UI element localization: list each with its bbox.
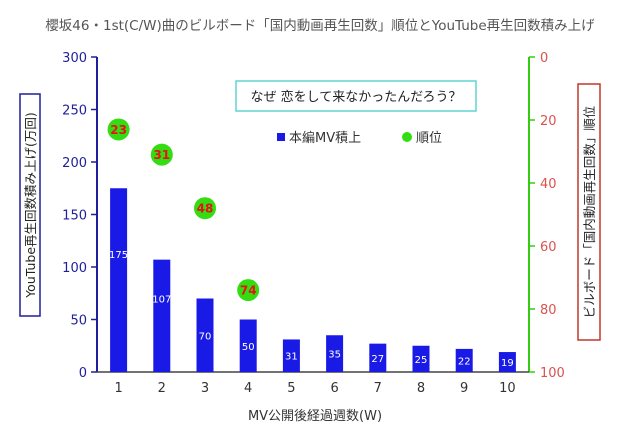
legend-bar-swatch [277, 133, 285, 141]
rank-point-label: 48 [197, 202, 214, 216]
bar-value-label: 27 [371, 354, 384, 365]
right-tick-label: 100 [540, 366, 565, 381]
right-axis: 0 20 40 60 80 100 [528, 51, 565, 381]
bar-value-label: 70 [199, 331, 212, 342]
bar-value-label: 19 [501, 358, 514, 369]
legend-bar-label: 本編MV積上 [289, 130, 361, 146]
right-axis-title: ビルボード「国内動画再生回数」順位 [582, 106, 597, 319]
bar [110, 188, 128, 372]
bar [153, 259, 171, 372]
right-tick-label: 40 [540, 177, 557, 192]
x-tick-label: 5 [287, 381, 295, 396]
bar [282, 339, 300, 372]
bar [455, 348, 473, 372]
x-tick-label: 8 [417, 381, 425, 396]
bar-value-label: 50 [242, 342, 255, 353]
rank-series: 23 31 48 74 [107, 118, 260, 302]
left-tick-label: 100 [62, 261, 87, 276]
bar [196, 298, 214, 372]
bar-value-label: 175 [109, 250, 128, 261]
bar-value-label: 107 [152, 294, 171, 305]
right-axis-title-box [577, 83, 601, 341]
right-tick-label: 20 [540, 114, 557, 129]
x-tick-label: 4 [244, 381, 252, 396]
x-tick-label: 1 [114, 381, 122, 396]
bar [326, 335, 344, 372]
right-tick-label: 60 [540, 240, 557, 255]
left-tick-label: 50 [70, 314, 87, 329]
x-tick-label: 7 [374, 381, 382, 396]
legend-rank-swatch [402, 132, 412, 142]
left-tick-label: 150 [62, 209, 87, 224]
left-tick-label: 300 [62, 51, 87, 66]
rank-point-label: 23 [110, 123, 127, 137]
annotation-text: なぜ 恋をして来なかったんだろう？ [251, 89, 462, 105]
left-axis-title-box [19, 93, 41, 317]
left-tick-label: 250 [62, 104, 87, 119]
x-tick-label: 6 [330, 381, 338, 396]
x-tick-label: 2 [158, 381, 166, 396]
rank-point [107, 118, 130, 141]
bar-value-label: 22 [458, 356, 471, 367]
rank-point-label: 74 [240, 284, 257, 298]
rank-point [194, 197, 216, 220]
left-tick-label: 0 [79, 366, 87, 381]
bar [498, 352, 516, 372]
legend-rank-label: 順位 [416, 131, 442, 146]
bar-value-label: 25 [415, 355, 428, 366]
bar [239, 319, 257, 372]
x-axis: 1 2 3 4 5 6 7 8 9 10 [97, 371, 529, 396]
annotation-box [235, 80, 477, 112]
x-tick-label: 9 [460, 381, 468, 396]
chart-title: 櫻坂46・1st(C/W)曲のビルボード「国内動画再生回数」順位とYouTube… [45, 17, 595, 34]
right-tick-label: 80 [540, 303, 557, 318]
left-tick-label: 200 [62, 156, 87, 171]
bar [369, 343, 387, 372]
left-axis-title: YouTube再生回数積み上げ(万回) [23, 112, 38, 299]
bar-value-label: 35 [328, 350, 341, 361]
x-axis-title: MV公開後経過週数(W) [248, 409, 382, 424]
left-axis: 0 50 100 150 200 250 300 [62, 51, 98, 381]
right-tick-label: 0 [540, 51, 548, 66]
x-tick-label: 3 [201, 381, 209, 396]
bar-series: 175 107 70 50 31 35 27 25 22 19 [109, 188, 516, 372]
rank-point-label: 31 [153, 148, 170, 162]
bar [412, 345, 430, 372]
x-tick-label: 10 [499, 381, 516, 396]
rank-point [150, 143, 173, 166]
bar-value-label: 31 [285, 352, 298, 363]
rank-point [237, 279, 260, 302]
